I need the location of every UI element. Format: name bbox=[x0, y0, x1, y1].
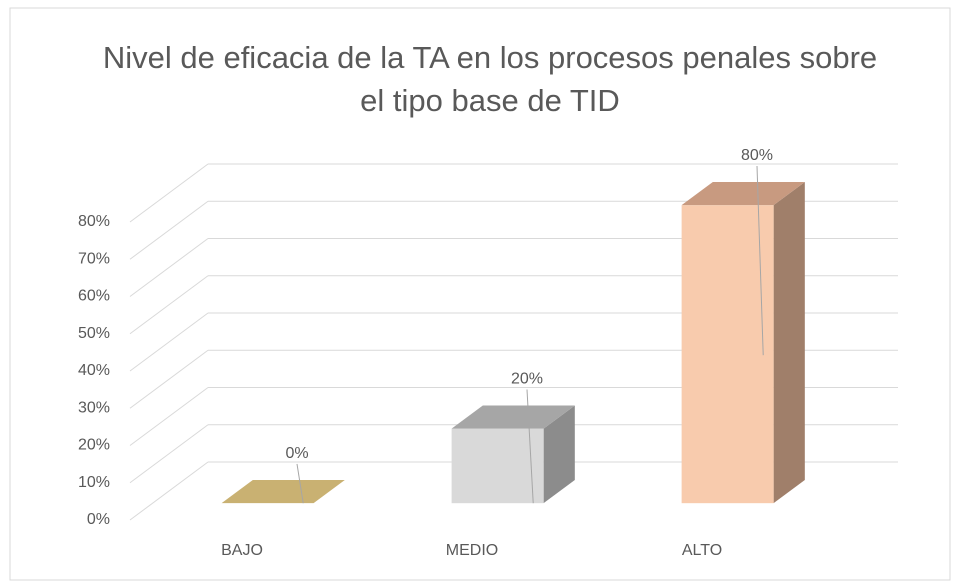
grid-line-depth bbox=[129, 238, 209, 297]
grid-line-depth bbox=[129, 349, 209, 409]
leader-line bbox=[296, 463, 304, 504]
chart-title: Nivel de eficacia de la TA en los proces… bbox=[102, 40, 878, 118]
bar-side bbox=[543, 405, 575, 504]
y-tick-label: 0% bbox=[87, 511, 110, 528]
y-tick-label: 80% bbox=[78, 213, 110, 230]
x-tick-label: ALTO bbox=[682, 542, 722, 559]
leader-line bbox=[756, 165, 764, 356]
bar-top bbox=[451, 405, 575, 429]
bar-front bbox=[451, 428, 544, 504]
leader-line bbox=[526, 389, 534, 504]
bar-side bbox=[773, 181, 805, 504]
y-tick-label: 70% bbox=[78, 250, 110, 267]
y-tick-label: 50% bbox=[78, 325, 110, 342]
data-label: 0% bbox=[285, 445, 308, 462]
grid-line-depth bbox=[129, 461, 209, 521]
grid-line-depth bbox=[129, 163, 209, 223]
grid-line-depth bbox=[129, 424, 209, 484]
y-tick-label: 10% bbox=[78, 474, 110, 491]
grid-line-depth bbox=[129, 312, 209, 372]
y-tick-label: 60% bbox=[78, 288, 110, 305]
x-tick-label: MEDIO bbox=[446, 542, 498, 559]
y-tick-label: 30% bbox=[78, 399, 110, 416]
grid-line-depth bbox=[129, 387, 209, 446]
data-label: 80% bbox=[741, 147, 773, 164]
data-label: 20% bbox=[511, 371, 543, 388]
bar-front bbox=[681, 205, 774, 504]
y-tick-label: 20% bbox=[78, 437, 110, 454]
bar-top bbox=[221, 479, 345, 504]
grid-line-depth bbox=[129, 275, 209, 335]
x-tick-label: BAJO bbox=[221, 542, 263, 559]
bar-top bbox=[681, 181, 805, 206]
y-tick-label: 40% bbox=[78, 362, 110, 379]
grid-line-depth bbox=[129, 200, 209, 260]
